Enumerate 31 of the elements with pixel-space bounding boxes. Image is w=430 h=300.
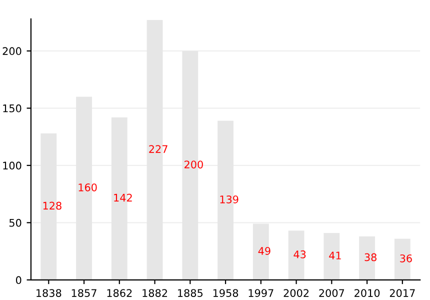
data-label: 200 — [184, 160, 203, 168]
x-tick-label: 2010 — [354, 289, 380, 297]
x-tick-label: 1857 — [72, 289, 96, 297]
y-tick-label: 50 — [9, 218, 22, 227]
data-label: 49 — [258, 246, 270, 255]
data-label: 43 — [294, 250, 306, 258]
data-label: 36 — [400, 254, 412, 262]
x-tick-label: 1997 — [248, 289, 274, 297]
x-tick-label: 1838 — [36, 289, 62, 297]
data-label: 142 — [114, 194, 132, 202]
y-tick-label: 0 — [16, 276, 22, 284]
x-tick-label: 2002 — [284, 289, 308, 297]
data-label: 38 — [364, 253, 376, 262]
x-tick-label: 1882 — [142, 289, 167, 297]
bar — [394, 238, 410, 280]
x-tick-label: 2007 — [319, 289, 344, 297]
data-label: 41 — [329, 252, 341, 260]
bar — [359, 236, 376, 280]
x-tick-label: 1862 — [107, 289, 132, 297]
data-label: 227 — [149, 145, 168, 153]
y-tick-label: 100 — [3, 162, 22, 170]
bar — [288, 230, 304, 280]
data-label: 160 — [78, 183, 97, 192]
y-tick-label: 200 — [2, 47, 22, 56]
data-label: 139 — [220, 195, 238, 204]
x-tick-label: 2017 — [390, 289, 415, 297]
x-tick-label: 1958 — [213, 289, 238, 297]
data-label: 128 — [43, 202, 62, 210]
bar — [324, 232, 340, 280]
x-tick-label: 1885 — [178, 289, 203, 297]
y-tick-label: 150 — [3, 104, 22, 112]
